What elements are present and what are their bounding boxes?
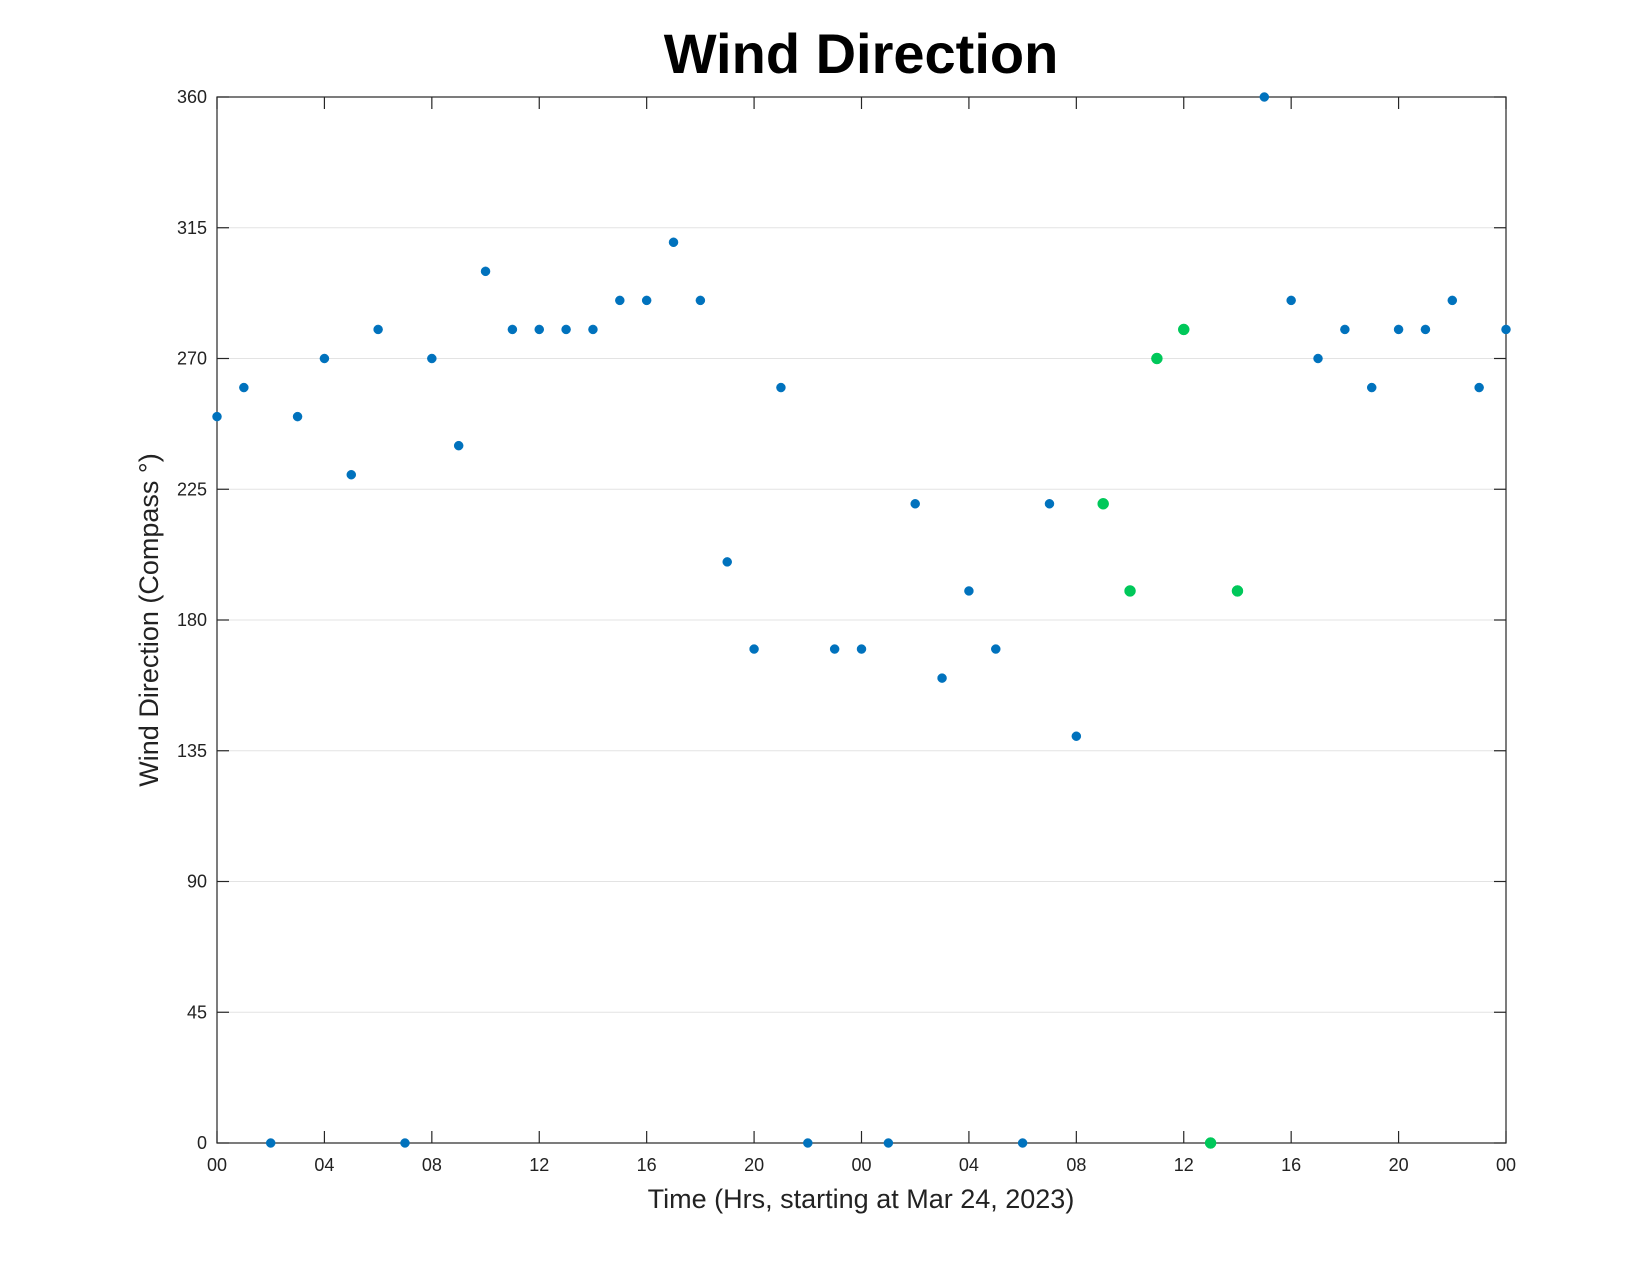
data-point — [1340, 324, 1350, 335]
data-point — [1124, 585, 1136, 597]
data-point — [776, 382, 786, 393]
data-point — [292, 411, 303, 422]
data-point — [1178, 323, 1190, 336]
y-tick-label: 360 — [177, 87, 207, 107]
data-point — [695, 295, 706, 306]
data-point — [964, 586, 974, 596]
x-tick-label: 08 — [1066, 1155, 1086, 1175]
data-point — [400, 1138, 410, 1148]
x-tick-label: 20 — [744, 1155, 764, 1175]
data-point — [668, 237, 679, 248]
data-point — [1501, 324, 1511, 335]
y-tick-label: 90 — [187, 872, 207, 892]
data-point — [829, 644, 840, 654]
y-tick-label: 135 — [177, 741, 207, 761]
data-point — [265, 1138, 276, 1148]
x-tick-label: 04 — [314, 1155, 334, 1175]
y-axis-label: Wind Direction (Compass °) — [134, 453, 164, 786]
data-point — [507, 324, 518, 335]
data-point — [480, 266, 491, 277]
data-point — [856, 644, 867, 654]
data-point — [1420, 324, 1431, 335]
data-point — [1097, 498, 1109, 510]
data-point — [910, 499, 920, 509]
data-point — [561, 324, 571, 335]
x-tick-label: 12 — [1174, 1155, 1194, 1175]
data-point — [1393, 324, 1404, 335]
y-tick-label: 0 — [197, 1133, 207, 1153]
data-point — [641, 295, 652, 306]
data-point — [803, 1138, 813, 1148]
x-tick-label: 20 — [1389, 1155, 1409, 1175]
data-point — [212, 411, 222, 422]
axis-ticks: 0 45 90 135 180 225 270 315 360 00 04 08 12 16 20 00 04 0… — [177, 87, 1516, 1175]
x-tick-label: 00 — [1496, 1155, 1516, 1175]
y-tick-label: 225 — [177, 479, 207, 499]
data-point — [1071, 731, 1082, 741]
y-tick-label: 180 — [177, 610, 207, 630]
data-point — [615, 295, 625, 306]
y-tick-label: 45 — [187, 1002, 207, 1022]
data-point — [1313, 353, 1323, 364]
y-tick-label: 270 — [177, 349, 207, 369]
grid-lines — [217, 227, 1506, 1013]
data-point — [991, 644, 1001, 654]
data-point — [534, 324, 544, 335]
data-point — [1204, 1137, 1217, 1149]
x-tick-label: 16 — [1281, 1155, 1301, 1175]
x-axis-label: Time (Hrs, starting at Mar 24, 2023) — [648, 1184, 1075, 1214]
data-point — [588, 324, 598, 335]
x-tick-label: 08 — [422, 1155, 442, 1175]
data-point — [937, 673, 947, 683]
data-point — [1474, 382, 1484, 393]
data-point — [346, 469, 357, 480]
data-point — [1286, 295, 1296, 306]
data-points — [212, 92, 1511, 1149]
data-point — [373, 324, 383, 335]
x-tick-label: 04 — [959, 1155, 979, 1175]
data-point — [1017, 1138, 1028, 1148]
data-point — [427, 353, 437, 364]
x-tick-label: 00 — [851, 1155, 871, 1175]
data-point — [1447, 295, 1458, 306]
x-tick-label: 00 — [207, 1155, 227, 1175]
y-tick-label: 315 — [177, 218, 207, 238]
data-point — [1259, 92, 1270, 102]
x-tick-label: 16 — [637, 1155, 657, 1175]
data-point — [239, 382, 249, 393]
data-point — [1231, 585, 1244, 597]
data-point — [1044, 499, 1055, 509]
data-point — [453, 440, 464, 451]
data-point — [722, 557, 732, 567]
data-point — [749, 644, 759, 654]
chart-title: Wind Direction — [664, 22, 1059, 85]
data-point — [1366, 382, 1377, 393]
data-point — [1151, 352, 1163, 365]
data-point — [883, 1138, 894, 1148]
data-point — [319, 353, 330, 364]
x-tick-label: 12 — [529, 1155, 549, 1175]
